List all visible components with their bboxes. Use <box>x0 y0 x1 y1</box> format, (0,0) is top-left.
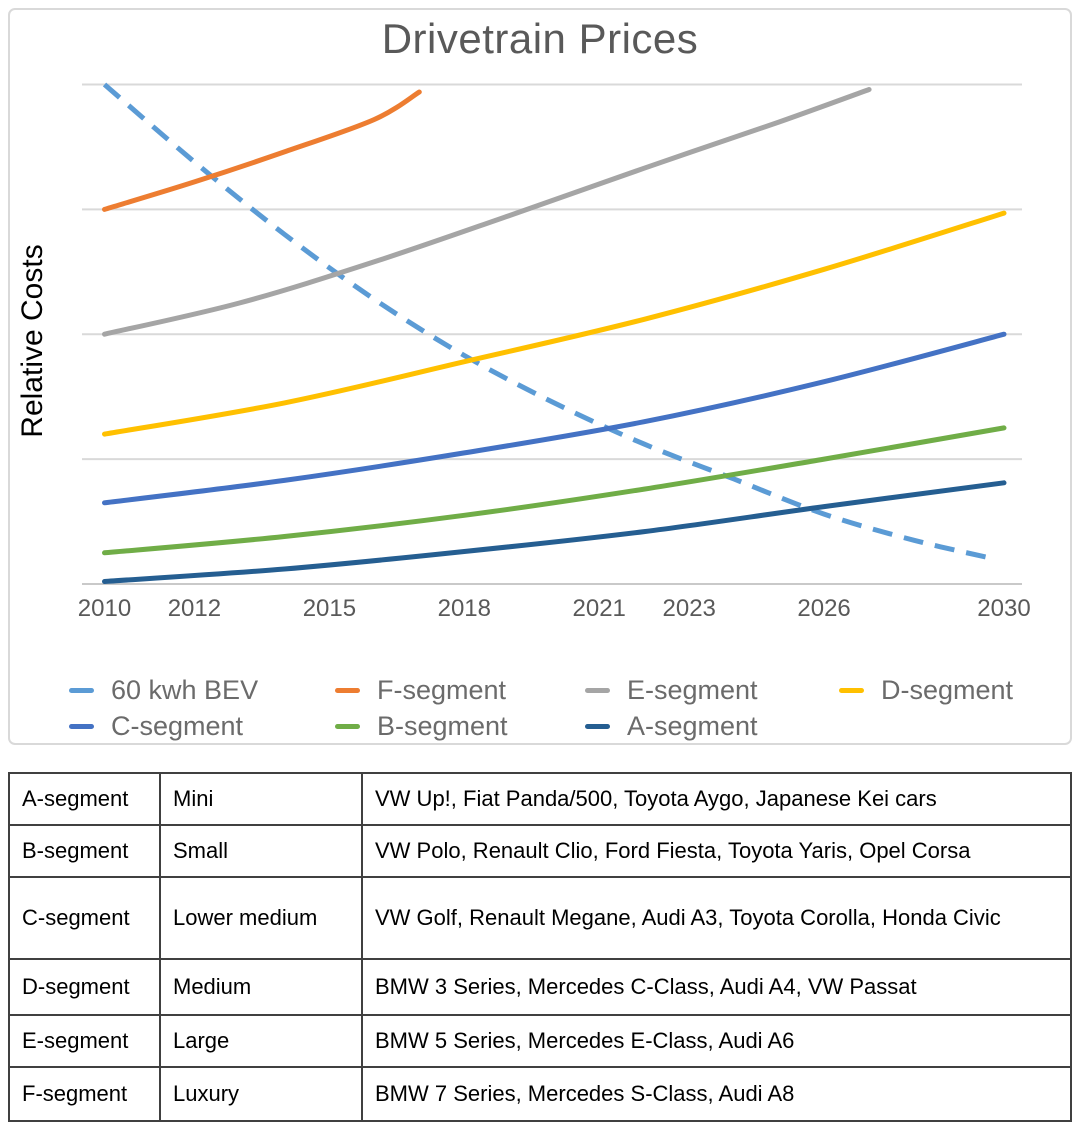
class-cell: Medium <box>159 958 363 1016</box>
legend-item-c-segment: C-segment <box>69 710 243 742</box>
legend-item-e-segment: E-segment <box>585 674 758 706</box>
table-row: E-segment Large BMW 5 Series, Mercedes E… <box>8 1014 1072 1068</box>
legend-label: C-segment <box>111 710 244 741</box>
segment-cell: A-segment <box>8 772 161 826</box>
series-line-a-segment <box>102 480 1007 584</box>
examples-cell: BMW 3 Series, Mercedes C-Class, Audi A4,… <box>361 958 1072 1016</box>
legend-item-a-segment: A-segment <box>585 710 758 742</box>
x-tick-label: 2015 <box>303 595 356 622</box>
series-line-e-segment <box>102 87 872 337</box>
legend-item-d-segment: D-segment <box>839 674 1013 706</box>
table-row: D-segment Medium BMW 3 Series, Mercedes … <box>8 958 1072 1016</box>
legend-item-f-segment: F-segment <box>335 674 506 706</box>
x-tick-label: 2023 <box>663 595 716 622</box>
examples-cell: BMW 7 Series, Mercedes S-Class, Audi A8 <box>361 1066 1072 1122</box>
x-tick-label: 2012 <box>168 595 221 622</box>
segment-cell: C-segment <box>8 876 161 960</box>
table-row: F-segment Luxury BMW 7 Series, Mercedes … <box>8 1066 1072 1122</box>
legend-item-b-segment: B-segment <box>335 710 508 742</box>
x-tick-label: 2018 <box>438 595 491 622</box>
table-row: C-segment Lower medium VW Golf, Renault … <box>8 876 1072 960</box>
examples-cell: VW Polo, Renault Clio, Ford Fiesta, Toyo… <box>361 824 1072 878</box>
class-cell: Luxury <box>159 1066 363 1122</box>
chart-panel: Drivetrain Prices Relative Costs 2010 201… <box>8 8 1072 745</box>
segment-table: A-segment Mini VW Up!, Fiat Panda/500, T… <box>8 772 1072 1122</box>
segment-cell: E-segment <box>8 1014 161 1068</box>
legend-dash-icon <box>69 687 94 693</box>
examples-cell: VW Up!, Fiat Panda/500, Toyota Aygo, Jap… <box>361 772 1072 826</box>
series-line-d-segment <box>102 210 1007 437</box>
series-line-f-segment <box>102 89 422 212</box>
legend-dash-icon <box>335 687 360 693</box>
legend-label: D-segment <box>881 674 1014 705</box>
table-row: B-segment Small VW Polo, Renault Clio, F… <box>8 824 1072 878</box>
legend-item-60-kwh-bev: 60 kwh BEV <box>69 674 258 706</box>
segment-cell: D-segment <box>8 958 161 1016</box>
legend-label: 60 kwh BEV <box>111 674 259 705</box>
x-tick-label: 2021 <box>573 595 626 622</box>
class-cell: Mini <box>159 772 363 826</box>
legend-label: A-segment <box>627 710 758 741</box>
class-cell: Lower medium <box>159 876 363 960</box>
series-line-60-kwh-bev <box>102 82 996 562</box>
legend-dash-icon <box>585 723 610 729</box>
legend-label: B-segment <box>377 710 508 741</box>
segment-cell: B-segment <box>8 824 161 878</box>
legend-dash-icon <box>335 723 360 729</box>
segment-cell: F-segment <box>8 1066 161 1122</box>
legend-dash-icon <box>585 687 610 693</box>
x-tick-label: 2026 <box>797 595 850 622</box>
legend-label: E-segment <box>627 674 758 705</box>
series-line-b-segment <box>102 425 1007 556</box>
series-line-c-segment <box>102 331 1007 506</box>
x-tick-label: 2030 <box>977 595 1030 622</box>
chart-title: Drivetrain Prices <box>381 15 699 62</box>
class-cell: Small <box>159 824 363 878</box>
examples-cell: VW Golf, Renault Megane, Audi A3, Toyota… <box>361 876 1072 960</box>
legend-label: F-segment <box>377 674 507 705</box>
legend-dash-icon <box>839 687 864 693</box>
table-row: A-segment Mini VW Up!, Fiat Panda/500, T… <box>8 772 1072 826</box>
examples-cell: BMW 5 Series, Mercedes E-Class, Audi A6 <box>361 1014 1072 1068</box>
legend-dash-icon <box>69 723 94 729</box>
class-cell: Large <box>159 1014 363 1068</box>
x-tick-label: 2010 <box>78 595 131 622</box>
price-line-chart: 2010 2012 2015 2018 2021 2023 2026 2030 <box>78 82 1031 622</box>
